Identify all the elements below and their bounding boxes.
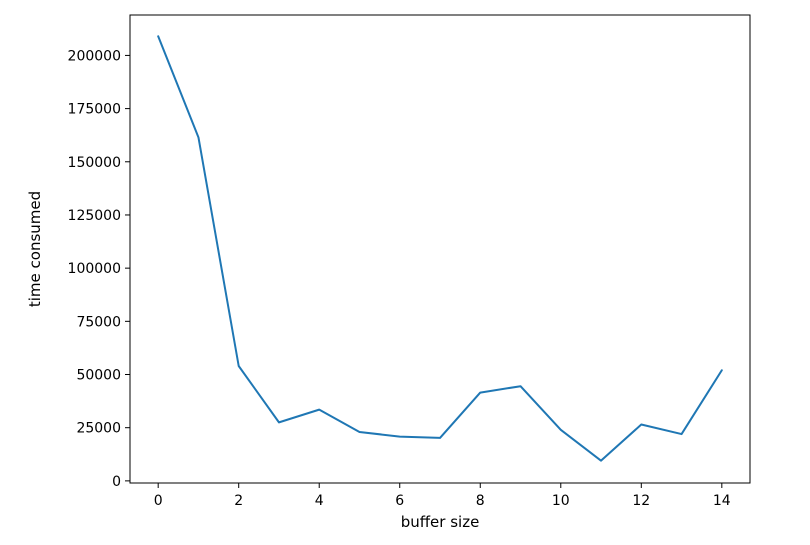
y-tick-label: 175000	[68, 102, 121, 118]
plot-area	[130, 15, 750, 483]
y-tick-label: 25000	[76, 421, 121, 437]
x-tick-label: 12	[632, 493, 650, 509]
y-tick-label: 125000	[68, 208, 121, 224]
y-axis-label: time consumed	[26, 191, 44, 307]
y-tick-label: 150000	[68, 155, 121, 171]
x-tick-label: 0	[154, 493, 163, 509]
x-tick-label: 4	[315, 493, 324, 509]
y-axis-ticks: 0 25000 50000 75000 100000 125000 150000 175000…	[68, 48, 130, 490]
x-tick-label: 8	[476, 493, 485, 509]
x-tick-label: 10	[552, 493, 570, 509]
y-tick-label: 75000	[76, 314, 121, 330]
x-tick-label: 2	[234, 493, 243, 509]
x-tick-label: 6	[395, 493, 404, 509]
x-axis-label: buffer size	[401, 513, 480, 531]
x-tick-label: 14	[713, 493, 731, 509]
y-tick-label: 100000	[68, 261, 121, 277]
plot-frame	[129, 14, 751, 484]
y-tick-label: 200000	[68, 48, 121, 64]
y-tick-label: 0	[112, 474, 121, 490]
y-tick-label: 50000	[76, 368, 121, 384]
series-line	[157, 35, 723, 462]
x-axis-ticks: 0 2 4 6 8 10 12 14	[154, 483, 731, 509]
